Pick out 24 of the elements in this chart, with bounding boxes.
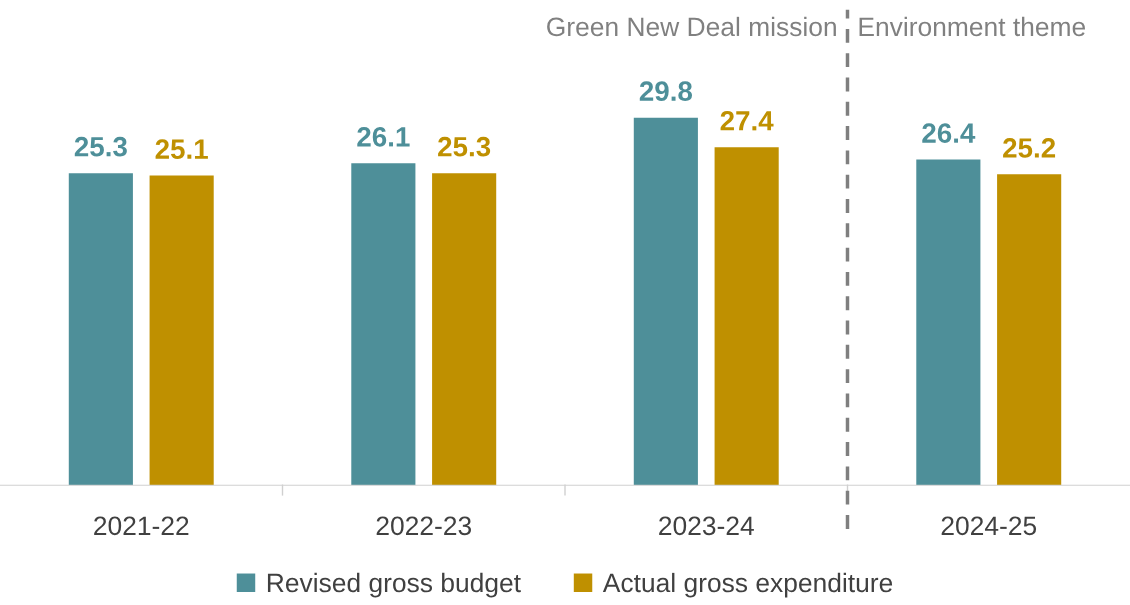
- data-label: 27.4: [720, 110, 774, 131]
- x-tick-label: 2024-25: [941, 516, 1037, 536]
- text: Environment theme: [859, 16, 1086, 37]
- bar: [916, 159, 981, 486]
- data-label: 29.8: [639, 81, 693, 102]
- bar: [714, 147, 779, 486]
- x-tick-label: 2023-24: [659, 516, 754, 536]
- data-label: 25.3: [74, 136, 127, 157]
- bar: [149, 175, 214, 486]
- bar: [68, 173, 133, 486]
- legend-label: Actual gross expenditure: [602, 572, 893, 598]
- bar: [351, 163, 416, 486]
- legend-label: Revised gross budget: [267, 572, 521, 598]
- bar: [432, 173, 497, 486]
- bar: [633, 117, 698, 486]
- data-label: 26.4: [922, 123, 976, 143]
- data-label: 25.1: [155, 139, 208, 159]
- bar: [997, 174, 1062, 486]
- x-tick-label: 2022-23: [376, 516, 472, 536]
- data-label: 26.1: [357, 126, 410, 147]
- text: Green New Deal mission: [547, 16, 836, 37]
- data-label: 25.2: [1003, 138, 1056, 158]
- x-tick-label: 2021-22: [94, 516, 189, 536]
- data-label: 25.3: [438, 136, 491, 157]
